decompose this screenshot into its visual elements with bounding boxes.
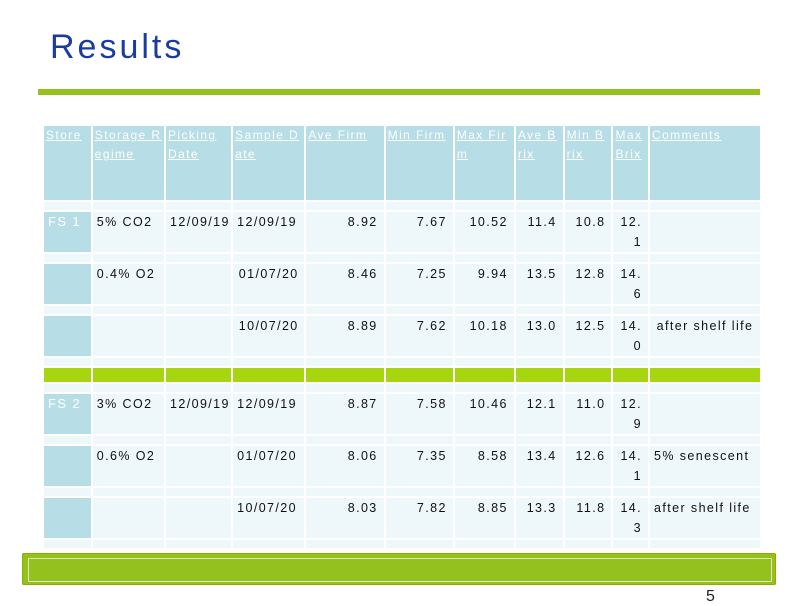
table-row: 0.6% O2 01/07/20 8.06 7.35 8.58 13.4 12.… [44, 446, 760, 486]
ave-firm-cell: 8.06 [306, 446, 384, 486]
ave-brix-cell: 11.4 [515, 212, 563, 252]
footer-bar-inner [28, 558, 772, 582]
spacer-row [44, 488, 760, 496]
sample-date-cell: 10/07/20 [233, 498, 305, 538]
regime-cell: 5% CO2 [92, 212, 165, 252]
sample-date-cell: 01/07/20 [233, 264, 305, 304]
header-max-brix: Max Brix [613, 126, 649, 200]
ave-firm-cell: 8.87 [306, 394, 384, 434]
max-firm-cell: 8.58 [454, 446, 514, 486]
comments-cell: after shelf life [650, 498, 760, 538]
comments-cell: 5% senescent [650, 446, 760, 486]
header-max-firm: Max Firm [454, 126, 514, 200]
min-firm-cell: 7.82 [385, 498, 453, 538]
ave-firm-cell: 8.89 [306, 316, 384, 356]
min-brix-cell: 12.8 [564, 264, 612, 304]
store-cell: FS 1 [44, 212, 91, 252]
picking-date-cell [166, 316, 232, 356]
regime-cell [92, 498, 165, 538]
max-brix-cell: 12.1 [613, 212, 649, 252]
sample-date-cell: 10/07/20 [233, 316, 305, 356]
spacer-row [44, 540, 760, 548]
max-brix-cell: 14.0 [613, 316, 649, 356]
table-row: FS 1 5% CO2 12/09/19 12/09/19 8.92 7.67 … [44, 212, 760, 252]
max-brix-cell: 12.9 [613, 394, 649, 434]
ave-brix-cell: 13.0 [515, 316, 563, 356]
store-cell [44, 264, 91, 304]
table-row: 10/07/20 8.03 7.82 8.85 13.3 11.8 14.3 a… [44, 498, 760, 538]
sample-date-cell: 01/07/20 [233, 446, 305, 486]
header-min-brix: Min Brix [564, 126, 612, 200]
min-brix-cell: 12.5 [564, 316, 612, 356]
spacer-row [44, 436, 760, 444]
ave-brix-cell: 13.3 [515, 498, 563, 538]
max-brix-cell: 14.6 [613, 264, 649, 304]
ave-brix-cell: 13.4 [515, 446, 563, 486]
header-row: Store Storage Regime Picking Date Sample… [44, 126, 760, 200]
store-cell [44, 316, 91, 356]
header-ave-firm: Ave Firm [306, 126, 384, 200]
header-picking-date: Picking Date [166, 126, 232, 200]
comments-cell [650, 264, 760, 304]
max-firm-cell: 10.46 [454, 394, 514, 434]
comments-cell: after shelf life [650, 316, 760, 356]
min-brix-cell: 10.8 [564, 212, 612, 252]
spacer-row [44, 202, 760, 210]
max-firm-cell: 10.18 [454, 316, 514, 356]
header-ave-brix: Ave Brix [515, 126, 563, 200]
group-separator-row [44, 368, 760, 382]
results-table-container: Store Storage Regime Picking Date Sample… [42, 124, 762, 578]
max-firm-cell: 10.52 [454, 212, 514, 252]
regime-cell: 0.6% O2 [92, 446, 165, 486]
sample-date-cell: 12/09/19 [233, 212, 305, 252]
header-min-firm: Min Firm [385, 126, 453, 200]
table-row: FS 2 3% CO2 12/09/19 12/09/19 8.87 7.58 … [44, 394, 760, 434]
min-firm-cell: 7.35 [385, 446, 453, 486]
picking-date-cell [166, 446, 232, 486]
regime-cell [92, 316, 165, 356]
min-firm-cell: 7.25 [385, 264, 453, 304]
table-row: 10/07/20 8.89 7.62 10.18 13.0 12.5 14.0 … [44, 316, 760, 356]
regime-cell: 0.4% O2 [92, 264, 165, 304]
min-firm-cell: 7.62 [385, 316, 453, 356]
max-firm-cell: 8.85 [454, 498, 514, 538]
spacer-row [44, 254, 760, 262]
min-brix-cell: 12.6 [564, 446, 612, 486]
min-brix-cell: 11.8 [564, 498, 612, 538]
min-firm-cell: 7.67 [385, 212, 453, 252]
ave-brix-cell: 13.5 [515, 264, 563, 304]
max-brix-cell: 14.3 [613, 498, 649, 538]
results-table: Store Storage Regime Picking Date Sample… [42, 124, 762, 550]
picking-date-cell [166, 264, 232, 304]
header-store: Store [44, 126, 91, 200]
regime-cell: 3% CO2 [92, 394, 165, 434]
table-row: 0.4% O2 01/07/20 8.46 7.25 9.94 13.5 12.… [44, 264, 760, 304]
title-divider [38, 89, 760, 95]
picking-date-cell: 12/09/19 [166, 212, 232, 252]
ave-brix-cell: 12.1 [515, 394, 563, 434]
min-brix-cell: 11.0 [564, 394, 612, 434]
header-comments: Comments [650, 126, 760, 200]
slide-title: Results [50, 28, 185, 66]
store-cell [44, 498, 91, 538]
page-number: 5 [706, 588, 715, 605]
spacer-row [44, 358, 760, 366]
store-cell: FS 2 [44, 394, 91, 434]
max-firm-cell: 9.94 [454, 264, 514, 304]
comments-cell [650, 212, 760, 252]
comments-cell [650, 394, 760, 434]
min-firm-cell: 7.58 [385, 394, 453, 434]
max-brix-cell: 14.1 [613, 446, 649, 486]
picking-date-cell [166, 498, 232, 538]
ave-firm-cell: 8.92 [306, 212, 384, 252]
header-storage-regime: Storage Regime [92, 126, 165, 200]
ave-firm-cell: 8.03 [306, 498, 384, 538]
header-sample-date: Sample Date [233, 126, 305, 200]
ave-firm-cell: 8.46 [306, 264, 384, 304]
spacer-row [44, 306, 760, 314]
sample-date-cell: 12/09/19 [233, 394, 305, 434]
store-cell [44, 446, 91, 486]
picking-date-cell: 12/09/19 [166, 394, 232, 434]
spacer-row [44, 384, 760, 392]
